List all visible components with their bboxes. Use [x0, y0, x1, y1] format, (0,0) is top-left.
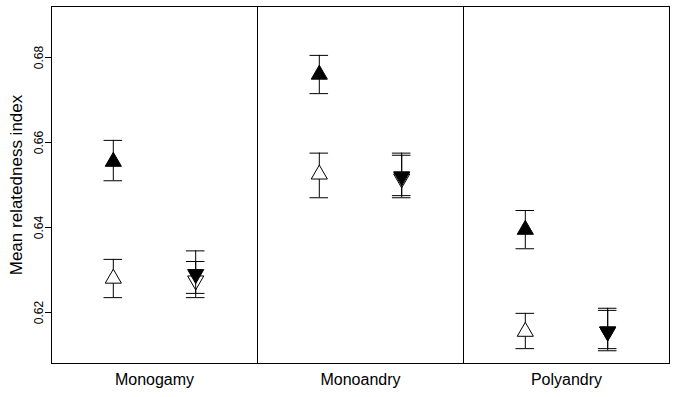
svg-text:0.64: 0.64 — [32, 215, 46, 239]
svg-text:Mean relatedness index: Mean relatedness index — [7, 94, 26, 275]
svg-text:0.66: 0.66 — [32, 130, 46, 154]
svg-text:Polyandry: Polyandry — [531, 371, 602, 388]
svg-text:0.62: 0.62 — [32, 300, 46, 324]
svg-text:Monogamy: Monogamy — [115, 371, 194, 388]
svg-text:0.68: 0.68 — [32, 45, 46, 69]
svg-text:Monoandry: Monoandry — [320, 371, 400, 388]
